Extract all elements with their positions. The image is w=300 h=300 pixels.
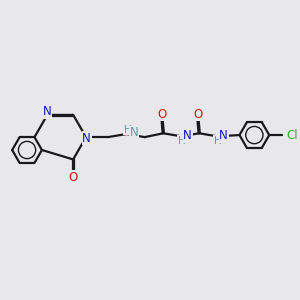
Text: N: N bbox=[129, 126, 138, 139]
Text: N: N bbox=[43, 105, 52, 118]
Text: N: N bbox=[183, 129, 192, 142]
Text: N: N bbox=[219, 129, 228, 142]
Text: H: H bbox=[178, 136, 186, 146]
Text: H: H bbox=[124, 125, 131, 135]
Text: O: O bbox=[193, 108, 203, 121]
Text: H: H bbox=[214, 136, 221, 146]
Text: O: O bbox=[158, 108, 166, 121]
Text: O: O bbox=[68, 171, 78, 184]
Text: N: N bbox=[82, 132, 91, 145]
Text: Cl: Cl bbox=[286, 129, 298, 142]
